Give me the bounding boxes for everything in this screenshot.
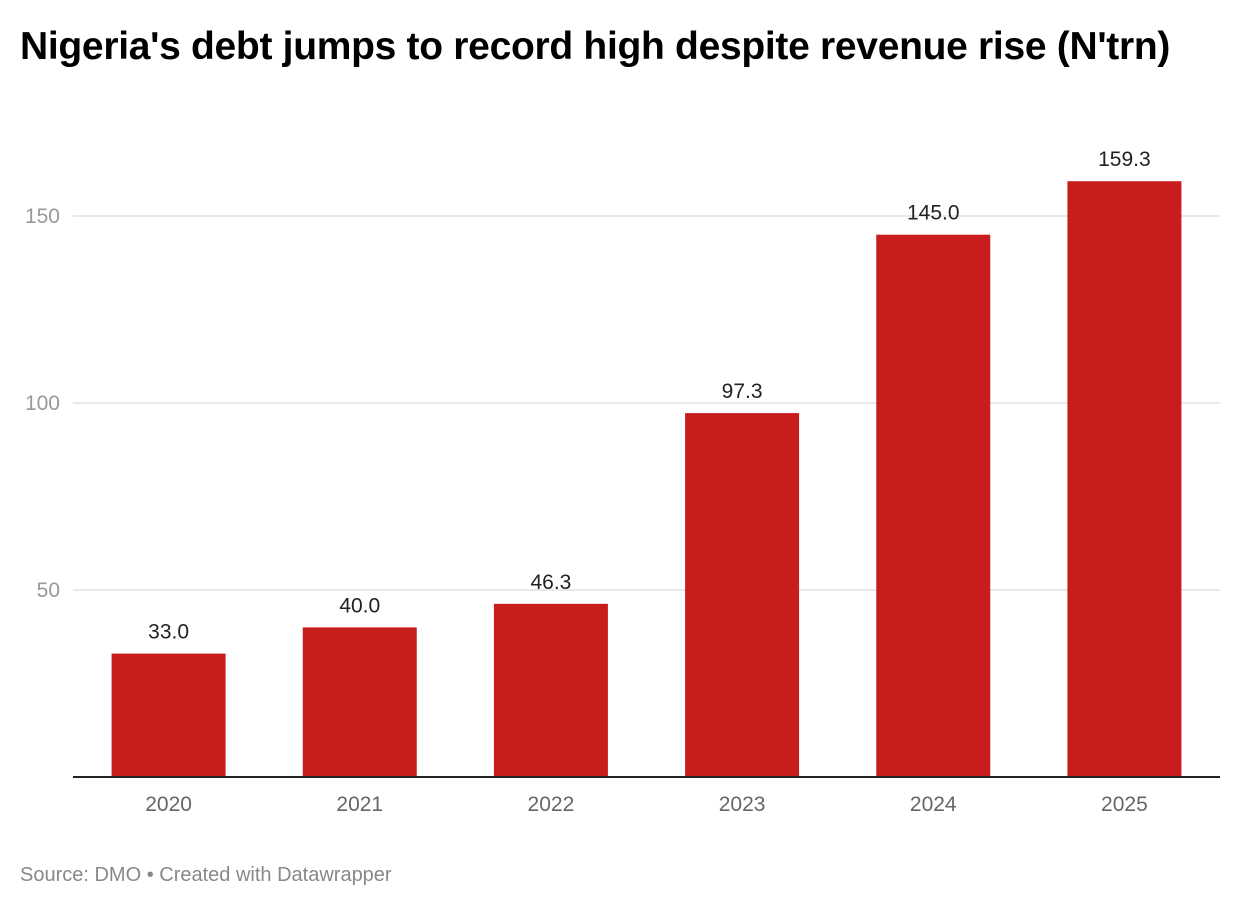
y-tick-label: 100 — [25, 392, 60, 415]
x-tick-label: 2020 — [145, 793, 192, 816]
bar-2022 — [493, 603, 608, 777]
bar-2025 — [1067, 181, 1182, 777]
x-tick-label: 2023 — [719, 793, 766, 816]
x-tick-label: 2025 — [1101, 793, 1148, 816]
bar-2021 — [302, 627, 417, 777]
bar-2023 — [685, 413, 800, 777]
y-tick-label: 150 — [25, 205, 60, 228]
value-label: 145.0 — [907, 202, 960, 225]
value-label: 97.3 — [722, 380, 763, 403]
chart-title: Nigeria's debt jumps to record high desp… — [20, 25, 1171, 68]
value-label: 33.0 — [148, 621, 189, 644]
source-footer: Source: DMO • Created with Datawrapper — [20, 864, 392, 886]
y-tick-label: 50 — [37, 579, 60, 602]
value-label: 46.3 — [530, 571, 571, 594]
value-label: 40.0 — [339, 594, 380, 617]
value-label: 159.3 — [1098, 148, 1151, 171]
bar-2024 — [876, 234, 991, 777]
x-tick-label: 2021 — [336, 793, 383, 816]
x-tick-label: 2022 — [528, 793, 575, 816]
bar-2020 — [111, 653, 226, 777]
x-tick-label: 2024 — [910, 793, 957, 816]
